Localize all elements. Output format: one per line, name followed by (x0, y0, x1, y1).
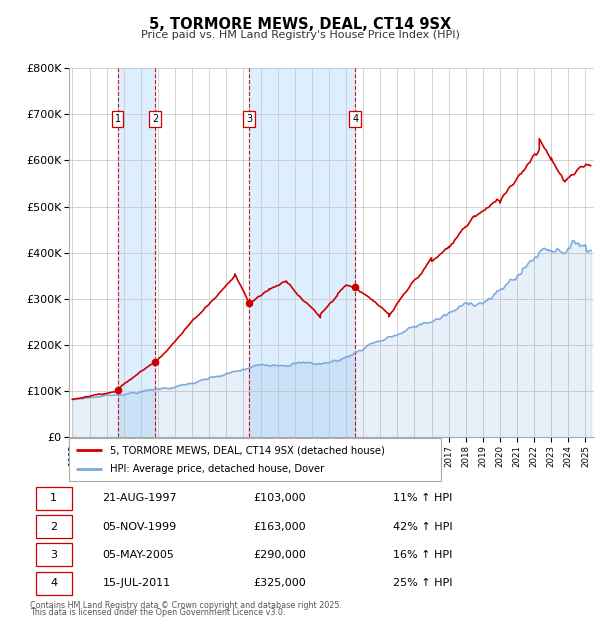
Text: 2: 2 (152, 114, 158, 124)
Text: This data is licensed under the Open Government Licence v3.0.: This data is licensed under the Open Gov… (30, 608, 286, 617)
Text: 3: 3 (50, 550, 57, 560)
Text: 42% ↑ HPI: 42% ↑ HPI (392, 521, 452, 531)
Text: £290,000: £290,000 (253, 550, 306, 560)
Text: 11% ↑ HPI: 11% ↑ HPI (392, 493, 452, 503)
FancyBboxPatch shape (35, 572, 72, 595)
Bar (249, 68, 355, 437)
Text: 4: 4 (352, 114, 358, 124)
Text: 16% ↑ HPI: 16% ↑ HPI (392, 550, 452, 560)
Text: 5, TORMORE MEWS, DEAL, CT14 9SX: 5, TORMORE MEWS, DEAL, CT14 9SX (149, 17, 451, 32)
FancyBboxPatch shape (35, 515, 72, 538)
Text: 3: 3 (246, 114, 253, 124)
Text: HPI: Average price, detached house, Dover: HPI: Average price, detached house, Dove… (110, 464, 324, 474)
Text: 21-AUG-1997: 21-AUG-1997 (103, 493, 177, 503)
Text: 5, TORMORE MEWS, DEAL, CT14 9SX (detached house): 5, TORMORE MEWS, DEAL, CT14 9SX (detache… (110, 445, 385, 455)
Text: 4: 4 (50, 578, 57, 588)
Text: £325,000: £325,000 (253, 578, 306, 588)
Text: 05-MAY-2005: 05-MAY-2005 (103, 550, 175, 560)
Text: 05-NOV-1999: 05-NOV-1999 (103, 521, 177, 531)
FancyBboxPatch shape (35, 487, 72, 510)
Text: Contains HM Land Registry data © Crown copyright and database right 2025.: Contains HM Land Registry data © Crown c… (30, 601, 342, 609)
Text: £163,000: £163,000 (253, 521, 306, 531)
Text: 2: 2 (50, 521, 57, 531)
Text: 1: 1 (50, 493, 57, 503)
FancyBboxPatch shape (69, 438, 441, 480)
Text: 1: 1 (115, 114, 121, 124)
Text: £103,000: £103,000 (253, 493, 306, 503)
Text: 25% ↑ HPI: 25% ↑ HPI (392, 578, 452, 588)
Text: 15-JUL-2011: 15-JUL-2011 (103, 578, 170, 588)
Text: Price paid vs. HM Land Registry's House Price Index (HPI): Price paid vs. HM Land Registry's House … (140, 30, 460, 40)
Bar (118, 68, 155, 437)
FancyBboxPatch shape (35, 544, 72, 567)
